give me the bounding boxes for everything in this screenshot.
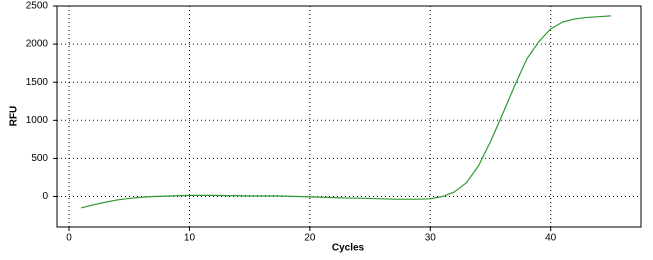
- plot-frame: [56, 5, 642, 228]
- x-tick-label: 40: [545, 233, 557, 244]
- y-tick-label: 0: [42, 191, 48, 202]
- y-tick-label: 2000: [26, 39, 49, 50]
- x-axis-label: Cycles: [332, 243, 365, 254]
- y-tick-label: 1500: [26, 77, 49, 88]
- x-tick-label: 0: [66, 233, 72, 244]
- y-axis-label: RFU: [9, 106, 20, 127]
- x-tick-label: 10: [184, 233, 196, 244]
- data-line: [80, 15, 611, 209]
- x-tick-label: 30: [425, 233, 437, 244]
- x-tick-label: 20: [304, 233, 316, 244]
- y-tick-label: 500: [31, 153, 48, 164]
- y-tick-label: 1000: [26, 115, 49, 126]
- y-tick-label: 2500: [26, 1, 49, 12]
